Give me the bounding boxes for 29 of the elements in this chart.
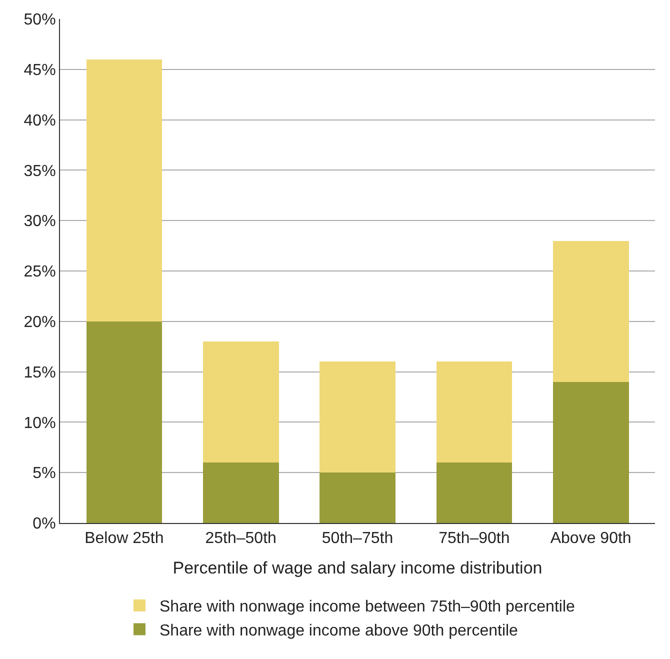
x-tick-label: Below 25th <box>84 530 164 548</box>
bar <box>320 472 396 523</box>
bar <box>86 321 162 523</box>
y-tick-label: 15% <box>24 364 56 382</box>
y-tick-label: 20% <box>24 314 56 331</box>
bar <box>436 362 512 463</box>
x-tick-label: 50th–75th <box>322 530 394 548</box>
legend-label: Share with nonwage income above 90th percentile <box>160 622 518 640</box>
bar <box>320 362 396 473</box>
y-tick-label: 5% <box>32 465 56 482</box>
bar <box>202 462 279 523</box>
x-axis-title: Percentile of wage and salary income distribution <box>172 558 542 578</box>
bar <box>552 382 629 523</box>
bar <box>86 59 162 322</box>
y-tick-label: 10% <box>24 414 56 432</box>
bar <box>552 240 629 382</box>
bar <box>202 342 279 463</box>
y-tick-label: 45% <box>24 62 56 79</box>
x-tick-label: 25th–50th <box>205 530 276 548</box>
x-tick-label: Above 90th <box>550 530 632 548</box>
legend-label: Share with nonwage income between 75th–90th percentile <box>160 598 575 616</box>
y-tick-label: 30% <box>24 213 56 230</box>
bar <box>436 462 512 523</box>
y-tick-label: 50% <box>24 12 56 29</box>
y-tick-label: 25% <box>24 264 56 281</box>
y-tick-label: 0% <box>32 516 56 533</box>
y-tick-label: 40% <box>24 112 56 130</box>
x-tick-label: 75th–90th <box>438 530 510 548</box>
y-tick-label: 35% <box>24 162 56 180</box>
